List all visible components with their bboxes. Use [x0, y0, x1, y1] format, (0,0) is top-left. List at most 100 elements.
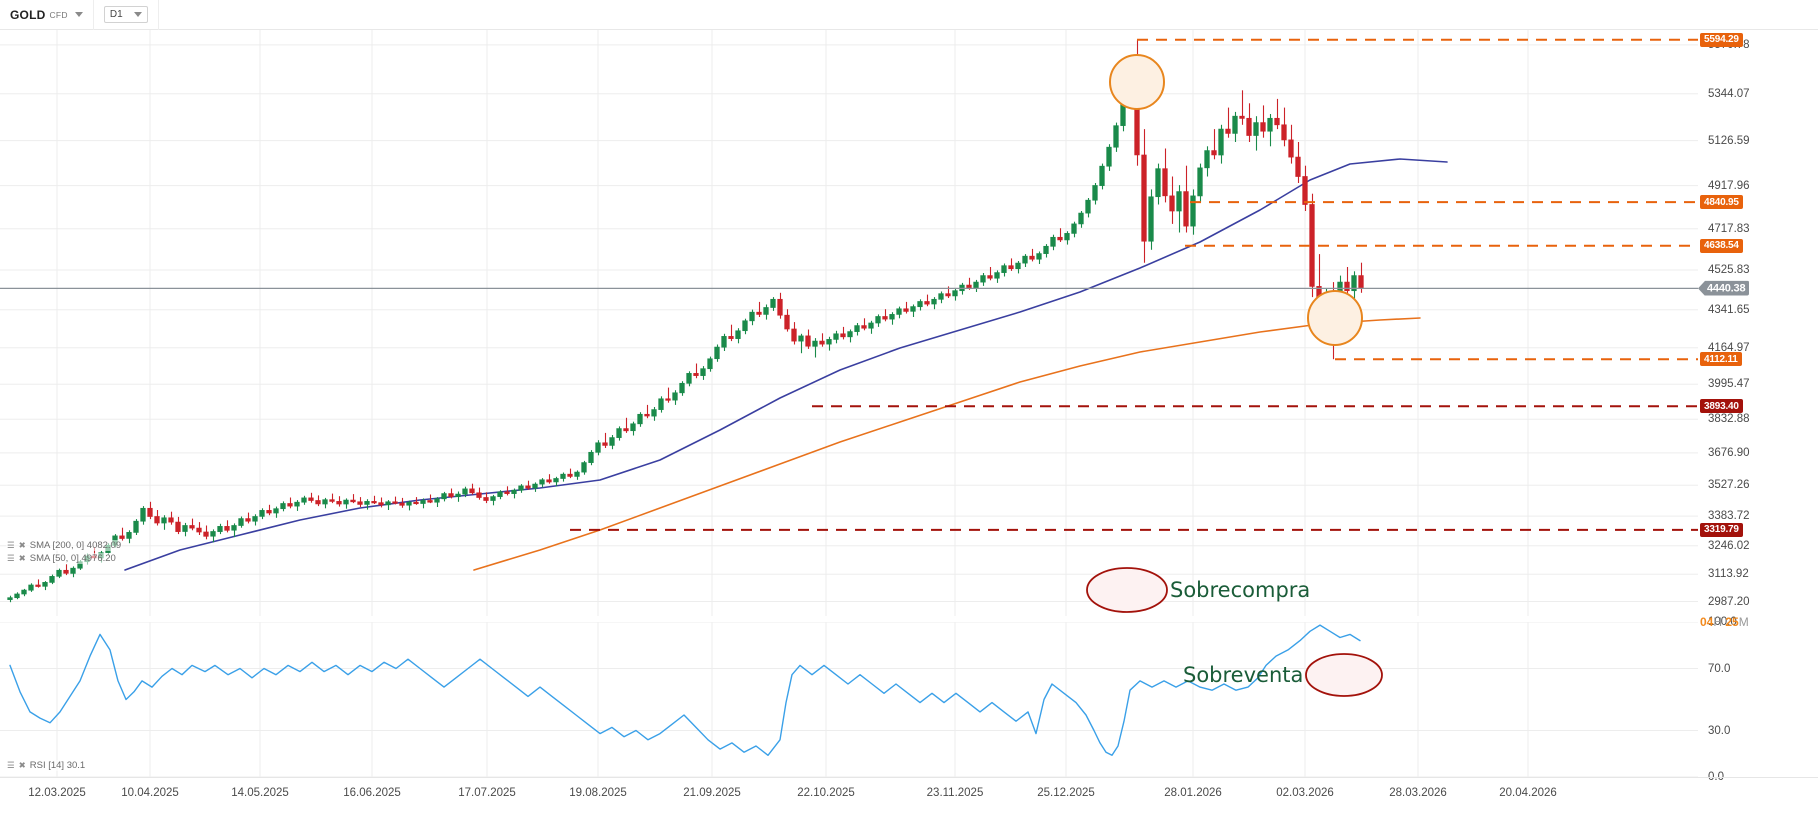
time-axis-tick: 14.05.2025: [231, 787, 289, 799]
highlight-circle: [1109, 54, 1165, 110]
candle-body: [1288, 139, 1294, 158]
candle-body: [133, 520, 139, 533]
candle-body: [378, 502, 384, 506]
candle-body: [224, 526, 230, 531]
candle-body: [259, 510, 265, 517]
candle-body: [742, 320, 748, 332]
candle-body: [217, 526, 223, 532]
candle-body: [896, 308, 902, 315]
rsi-panel[interactable]: ☰ ✖ RSI [14] 30.1: [0, 622, 1698, 777]
timeframe-select[interactable]: D1: [103, 6, 148, 23]
list-icon[interactable]: ☰: [7, 540, 15, 550]
timeframe-value: D1: [109, 9, 123, 20]
price-level-badge[interactable]: 4840.95: [1700, 195, 1743, 210]
candle-body: [455, 493, 461, 498]
price-axis[interactable]: 5570.785344.075126.594917.964717.834525.…: [1698, 30, 1818, 783]
candle-body: [938, 293, 944, 300]
candle-body: [1148, 196, 1154, 242]
candle-body: [266, 510, 272, 514]
candle-body: [770, 298, 776, 308]
candle-body: [994, 272, 1000, 279]
price-axis-tick: 4917.96: [1708, 179, 1750, 192]
candle-body: [924, 301, 930, 305]
candle-body: [833, 333, 839, 340]
candle-body: [966, 284, 972, 289]
candle-body: [196, 527, 202, 533]
candle-body: [476, 492, 482, 498]
candle-body: [518, 485, 524, 491]
symbol-selector[interactable]: GOLD CFD: [0, 0, 94, 30]
top-toolbar: GOLD CFD D1: [0, 0, 1818, 30]
chart-root[interactable]: ☰ ✖ SMA [200, 0] 4082.09 ☰ ✖ SMA [50, 0]…: [0, 30, 1818, 813]
candle-body: [287, 503, 293, 507]
price-level-badge[interactable]: 4638.54: [1700, 238, 1743, 253]
candle-body: [637, 413, 643, 425]
candle-body: [1029, 255, 1035, 260]
candle-body: [1043, 245, 1049, 254]
candle-body: [1008, 265, 1014, 270]
candle-body: [147, 507, 153, 517]
candle-body: [1351, 275, 1357, 292]
candle-body: [1176, 191, 1182, 212]
candle-body: [469, 488, 475, 494]
candle-body: [1162, 168, 1168, 197]
price-level-badge[interactable]: 5594.29: [1700, 32, 1743, 47]
candle-body: [651, 409, 657, 417]
price-level-badge[interactable]: 4112.11: [1700, 352, 1742, 367]
price-axis-tick: 3676.90: [1708, 446, 1750, 459]
time-axis-tick: 22.10.2025: [797, 787, 855, 799]
time-axis-tick: 23.11.2025: [926, 787, 984, 799]
candle-body: [392, 501, 398, 504]
close-icon[interactable]: ✖: [18, 540, 26, 550]
close-icon[interactable]: ✖: [18, 760, 26, 770]
candle-body: [931, 298, 937, 305]
candle-body: [1050, 236, 1056, 247]
candle-body: [1295, 156, 1301, 177]
candle-body: [630, 423, 636, 432]
time-axis[interactable]: 12.03.2025 10.04.2025 14.05.2025 16.06.2025…: [0, 777, 1818, 813]
legend-sma50[interactable]: ☰ ✖ SMA [50, 0] 4976.20: [6, 553, 117, 564]
candle-body: [245, 518, 251, 522]
candle-body: [525, 485, 531, 489]
candle-body: [721, 336, 727, 348]
candle-body: [875, 316, 881, 324]
list-icon[interactable]: ☰: [7, 553, 15, 563]
price-level-badge[interactable]: 3319.79: [1700, 522, 1743, 537]
close-icon[interactable]: ✖: [18, 553, 26, 563]
list-icon[interactable]: ☰: [7, 760, 15, 770]
candle-body: [301, 497, 307, 503]
candle-body: [483, 497, 489, 501]
candle-body: [252, 516, 258, 522]
rsi-axis-tick: 30.0: [1708, 724, 1731, 737]
candle-body: [1092, 185, 1098, 201]
chevron-down-icon: [74, 12, 83, 17]
candle-body: [595, 442, 601, 453]
legend-rsi[interactable]: ☰ ✖ RSI [14] 30.1: [6, 760, 87, 771]
candle-body: [609, 437, 615, 446]
bar-countdown: 04H 25M: [1700, 615, 1749, 629]
overbought-label: Sobrecompra: [1170, 578, 1311, 602]
candle-body: [560, 473, 566, 479]
candle-body: [665, 398, 671, 401]
price-panel[interactable]: ☰ ✖ SMA [200, 0] 4082.09 ☰ ✖ SMA [50, 0]…: [0, 30, 1698, 616]
candle-body: [1211, 150, 1217, 156]
time-axis-tick: 19.08.2025: [569, 787, 627, 799]
candle-body: [1106, 146, 1112, 167]
candle-body: [532, 483, 538, 489]
current-price-badge[interactable]: 4440.38: [1698, 280, 1750, 296]
candle-body: [434, 498, 440, 503]
price-axis-tick: 3383.72: [1708, 510, 1750, 523]
price-plot-svg: [0, 30, 1698, 616]
price-level-badge[interactable]: 3893.40: [1700, 399, 1743, 414]
time-axis-tick: 12.03.2025: [28, 787, 86, 799]
candle-body: [1309, 204, 1315, 287]
legend-sma200[interactable]: ☰ ✖ SMA [200, 0] 4082.09: [6, 540, 123, 551]
candle-body: [49, 576, 55, 583]
candle-body: [308, 497, 314, 501]
candle-body: [1204, 150, 1210, 169]
candle-body: [336, 501, 342, 505]
candle-body: [973, 281, 979, 289]
candle-body: [1099, 165, 1105, 186]
candle-body: [868, 322, 874, 329]
candle-body: [364, 501, 370, 505]
